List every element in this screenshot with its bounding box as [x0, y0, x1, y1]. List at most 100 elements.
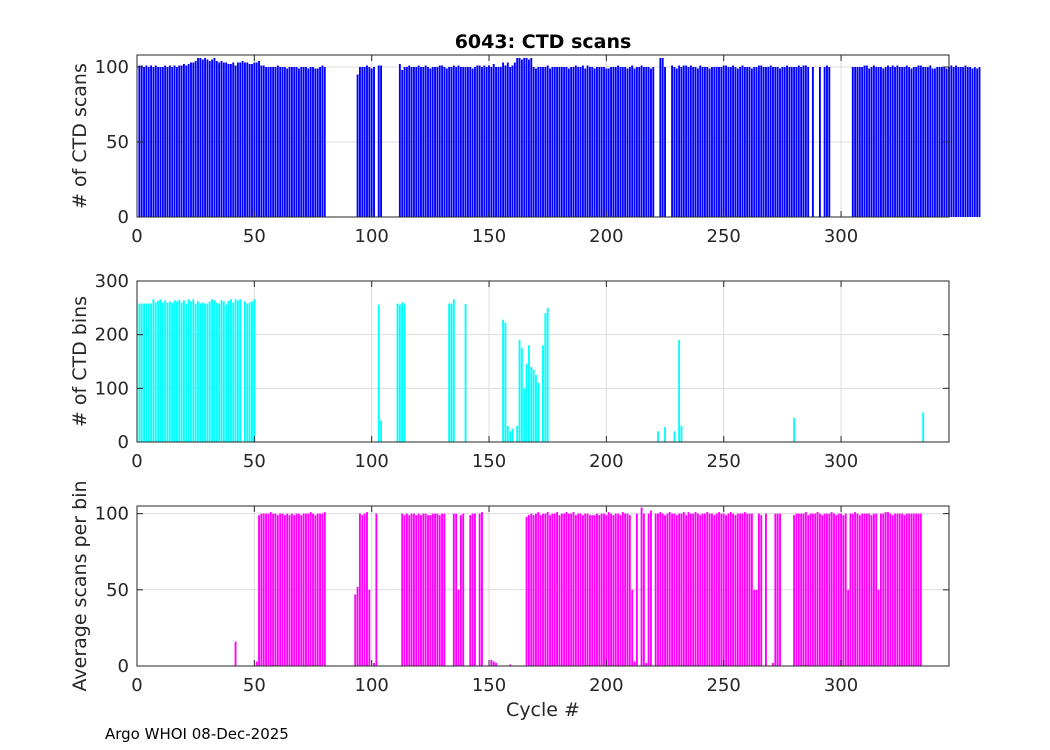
- bar: [894, 67, 896, 217]
- bar: [265, 513, 268, 666]
- bar: [138, 303, 141, 442]
- bar: [743, 512, 746, 666]
- bar: [450, 303, 453, 442]
- bar: [772, 67, 774, 217]
- bar: [668, 512, 671, 666]
- bar: [657, 513, 659, 666]
- bar: [577, 513, 580, 666]
- bar: [851, 513, 854, 666]
- bar: [847, 589, 850, 666]
- bar: [572, 512, 575, 666]
- bar: [544, 67, 547, 217]
- bar: [797, 513, 800, 666]
- bar: [868, 68, 871, 217]
- bar: [619, 67, 622, 217]
- bar: [711, 513, 713, 666]
- bar: [288, 515, 291, 666]
- bar: [215, 61, 218, 217]
- bar: [234, 299, 237, 442]
- bar: [570, 67, 573, 217]
- bar: [546, 65, 549, 217]
- bar: [443, 67, 446, 217]
- bar: [537, 512, 540, 666]
- bar: [835, 515, 838, 666]
- bar: [431, 67, 434, 217]
- bar: [919, 65, 922, 217]
- bar: [795, 67, 798, 217]
- bar: [802, 513, 805, 666]
- bar: [558, 67, 561, 217]
- bar: [415, 67, 418, 217]
- x-tick-label: 50: [243, 675, 266, 696]
- bar: [262, 65, 265, 217]
- bar: [922, 412, 925, 442]
- bar: [300, 67, 303, 217]
- bar: [283, 515, 286, 666]
- bar: [614, 513, 617, 666]
- bar: [251, 64, 253, 217]
- bar: [908, 67, 911, 217]
- bar: [403, 67, 406, 217]
- bar: [225, 62, 228, 217]
- bar: [971, 68, 974, 217]
- bar: [168, 301, 171, 442]
- bar: [600, 513, 603, 666]
- bar: [485, 67, 488, 217]
- bar: [962, 67, 965, 217]
- bar: [518, 58, 521, 217]
- bar: [481, 512, 483, 666]
- bar: [898, 513, 901, 666]
- bar: [647, 67, 650, 217]
- bar: [856, 513, 859, 666]
- bar: [567, 68, 570, 217]
- bar: [549, 68, 551, 217]
- y-tick-label: 100: [95, 57, 129, 78]
- bar: [359, 513, 361, 666]
- bar: [877, 67, 880, 217]
- bar: [300, 515, 303, 666]
- x-tick-label: 200: [589, 226, 623, 247]
- bar: [297, 513, 300, 666]
- bar: [354, 594, 357, 666]
- bar: [736, 513, 739, 666]
- bar: [246, 303, 249, 442]
- bar: [448, 67, 451, 217]
- bar: [412, 67, 415, 217]
- bar: [851, 67, 854, 217]
- bar: [626, 513, 629, 666]
- bar: [624, 513, 627, 666]
- bar: [964, 65, 967, 217]
- bar: [969, 67, 972, 217]
- bar: [901, 67, 903, 217]
- bar: [307, 513, 310, 666]
- bar: [880, 67, 882, 217]
- bar: [624, 67, 627, 217]
- bar: [166, 302, 169, 442]
- bar: [753, 589, 756, 666]
- bar: [844, 513, 847, 666]
- bar: [671, 513, 674, 666]
- bar: [248, 302, 251, 442]
- bar: [211, 299, 214, 442]
- bar: [422, 513, 425, 666]
- bar: [405, 513, 408, 666]
- bar: [769, 65, 772, 217]
- bar: [976, 68, 979, 217]
- bar: [734, 67, 737, 217]
- bar: [755, 67, 758, 217]
- x-tick-label: 100: [355, 451, 389, 472]
- bar: [746, 67, 749, 217]
- bar: [513, 62, 516, 217]
- bar: [889, 513, 892, 666]
- bar: [635, 67, 638, 217]
- bar: [490, 659, 493, 666]
- bar: [647, 513, 650, 666]
- bar: [361, 67, 364, 217]
- bar: [912, 67, 915, 217]
- bar: [157, 67, 160, 217]
- bar: [145, 303, 148, 442]
- bar: [621, 67, 624, 217]
- bar: [818, 67, 821, 217]
- bar: [933, 68, 936, 217]
- bar: [868, 513, 871, 666]
